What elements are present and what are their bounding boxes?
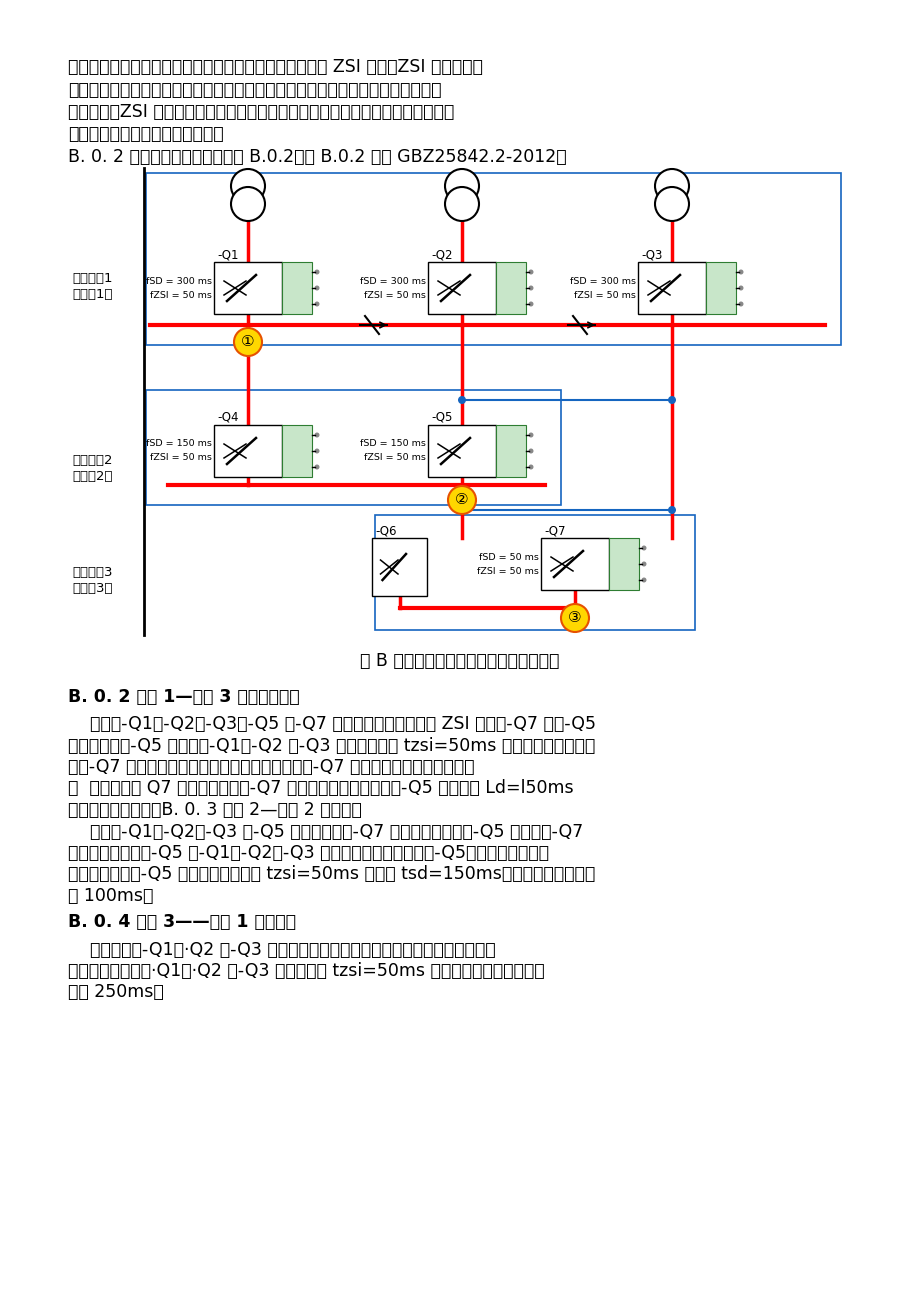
Text: -Q3: -Q3 [641,248,662,262]
Text: （区域1）: （区域1） [72,288,112,301]
Text: 电源处的断路器的延时时间过长。: 电源处的断路器的延时时间过长。 [68,125,223,143]
Bar [282,425,312,477]
Text: -Q6: -Q6 [375,524,397,537]
Text: fSD = 300 ms: fSD = 300 ms [359,277,425,285]
Text: fSD = 300 ms: fSD = 300 ms [570,277,635,285]
Text: -Q1: -Q1 [217,248,238,262]
Text: fSD = 150 ms: fSD = 150 ms [359,440,425,449]
Text: fSD = 300 ms: fSD = 300 ms [146,277,211,285]
Circle shape [667,506,675,514]
Text: fZSI = 50 ms: fZSI = 50 ms [573,290,635,299]
Text: 置在断路器内，也可以是单独的。配电级数（保护级数）越多，短路短延时的延时: 置在断路器内，也可以是单独的。配电级数（保护级数）越多，短路短延时的延时 [68,81,441,99]
Text: -Q5: -Q5 [430,411,452,424]
Circle shape [738,302,743,307]
Circle shape [314,285,319,290]
Bar [540,539,608,589]
Circle shape [738,269,743,275]
Circle shape [654,187,688,221]
Text: fZSI = 50 ms: fZSI = 50 ms [477,566,539,575]
Bar [705,262,735,314]
Bar [427,262,495,314]
Text: 少了 250ms。: 少了 250ms。 [68,984,164,1002]
Text: 因为-Q7 没有收到下级断路器的阻止信号，所以，-Q7 自己要负责尽快分断电路。: 因为-Q7 没有收到下级断路器的阻止信号，所以，-Q7 自己要负责尽快分断电路。 [68,758,474,775]
Circle shape [654,169,688,203]
Text: 时间越长，ZSI 的优势越明显，因为以延时时间为基础的选择性会导致系统中供电: 时间越长，ZSI 的优势越明显，因为以延时时间为基础的选择性会导致系统中供电 [68,103,454,121]
Circle shape [641,562,646,566]
Text: 图 B 具有区域选择性联锁的多电源装置图: 图 B 具有区域选择性联锁的多电源装置图 [360,652,559,670]
Bar [495,425,526,477]
Text: 了 100ms。: 了 100ms。 [68,887,153,905]
Circle shape [231,187,265,221]
Text: 防护等级2: 防护等级2 [72,454,112,467]
Text: 和故障点位置的影响。应在每一个受影响的断路器上安装 ZSI 模块。ZSI 模块可以内: 和故障点位置的影响。应在每一个受影响的断路器上安装 ZSI 模块。ZSI 模块可… [68,59,482,75]
Text: 的阻止信号，但是-Q5 向-Q1、-Q2、-Q3 发出阻止信号。这就告诉-Q5，它是距离短路点: 的阻止信号，但是-Q5 向-Q1、-Q2、-Q3 发出阻止信号。这就告诉-Q5，… [68,844,549,863]
Circle shape [641,578,646,583]
Text: fZSI = 50 ms: fZSI = 50 ms [150,290,211,299]
Text: B. 0. 2 示例 1—位置 3 发生短路故障: B. 0. 2 示例 1—位置 3 发生短路故障 [68,688,300,706]
Bar [146,390,561,505]
Text: 防护等级1: 防护等级1 [72,272,112,285]
Bar [637,262,705,314]
Bar [375,515,694,630]
Circle shape [445,169,479,203]
Circle shape [314,269,319,275]
Circle shape [231,169,265,203]
Text: 最近的断路器，-Q5 脱扣，延时时间为 tzsi=50ms 而不是 tsd=150ms，故障清除时间减少: 最近的断路器，-Q5 脱扣，延时时间为 tzsi=50ms 而不是 tsd=15… [68,865,595,883]
Text: fZSI = 50 ms: fZSI = 50 ms [150,454,211,462]
Text: fSD = 50 ms: fSD = 50 ms [479,553,539,562]
Circle shape [314,432,319,437]
Text: -Q2: -Q2 [430,248,452,262]
Text: 后要脱扣分断电路。B. 0. 3 示例 2—位置 2 发生短路: 后要脱扣分断电路。B. 0. 3 示例 2—位置 2 发生短路 [68,801,361,820]
Text: -Q4: -Q4 [217,411,238,424]
Circle shape [458,506,466,514]
Bar [427,425,495,477]
Circle shape [528,432,533,437]
Circle shape [458,396,466,405]
Text: 只有断路器-Q1、·Q2 和-Q3 受短路影响，而且它们没有收到来自下级断路器的: 只有断路器-Q1、·Q2 和-Q3 受短路影响，而且它们没有收到来自下级断路器的 [68,941,495,959]
Bar [282,262,312,314]
Circle shape [561,604,588,632]
Text: ②: ② [455,493,469,507]
Text: 防护等级3: 防护等级3 [72,566,112,579]
Circle shape [528,302,533,307]
Circle shape [233,328,262,356]
Circle shape [528,464,533,470]
Text: ①: ① [241,334,255,350]
Circle shape [738,285,743,290]
Text: fSD = 150 ms: fSD = 150 ms [146,440,211,449]
Circle shape [448,487,475,514]
Text: 断路器-Q1、-Q2、-Q3、-Q5 和-Q7 受短路影响。通过发送 ZSI 信号，-Q7 阻止-Q5: 断路器-Q1、-Q2、-Q3、-Q5 和-Q7 受短路影响。通过发送 ZSI 信… [68,716,596,732]
Text: fZSI = 50 ms: fZSI = 50 ms [364,290,425,299]
Bar [608,539,639,589]
Circle shape [445,187,479,221]
Text: -Q7: -Q7 [543,524,565,537]
Bar [372,539,427,596]
Text: ③: ③ [568,610,581,626]
Circle shape [528,269,533,275]
Text: 注  如果断路器 Q7 发生故障（例如-Q7 不能动作），作为后备的-Q5 在短延时 Ld=l50ms: 注 如果断路器 Q7 发生故障（例如-Q7 不能动作），作为后备的-Q5 在短延… [68,779,573,798]
Circle shape [528,285,533,290]
Text: （区域3）: （区域3） [72,582,112,595]
Bar [495,262,526,314]
Text: 阻止信号。断路器·Q1、·Q2 和-Q3 在延时时间 tzsi=50ms 后脱扣。故障清除时间减: 阻止信号。断路器·Q1、·Q2 和-Q3 在延时时间 tzsi=50ms 后脱扣… [68,961,544,980]
Text: fZSI = 50 ms: fZSI = 50 ms [364,454,425,462]
Circle shape [667,396,675,405]
Text: （区域2）: （区域2） [72,470,112,483]
Circle shape [641,545,646,550]
Text: B. 0. 4 示例 3——位置 1 发生短路: B. 0. 4 示例 3——位置 1 发生短路 [68,913,296,932]
Circle shape [314,302,319,307]
Circle shape [314,464,319,470]
Bar [146,173,840,345]
Bar [214,425,282,477]
Bar [214,262,282,314]
Text: B. 0. 2 区域连锁配合示意图见图 B.0.2。图 B.0.2 引至 GBZ25842.2-2012。: B. 0. 2 区域连锁配合示意图见图 B.0.2。图 B.0.2 引至 GBZ… [68,148,566,167]
Text: 动作，同理，-Q5 也阻止了-Q1、-Q2 和-Q3 动作，所以在 tzsi=50ms 内他们都不会脱扣。: 动作，同理，-Q5 也阻止了-Q1、-Q2 和-Q3 动作，所以在 tzsi=5… [68,736,595,755]
Circle shape [314,449,319,454]
Text: 断路器-Q1、-Q2、-Q3 和-Q5 受短路影响，-Q7 不受影响。所以，-Q5 不再受到-Q7: 断路器-Q1、-Q2、-Q3 和-Q5 受短路影响，-Q7 不受影响。所以，-Q… [68,822,583,840]
Circle shape [528,449,533,454]
